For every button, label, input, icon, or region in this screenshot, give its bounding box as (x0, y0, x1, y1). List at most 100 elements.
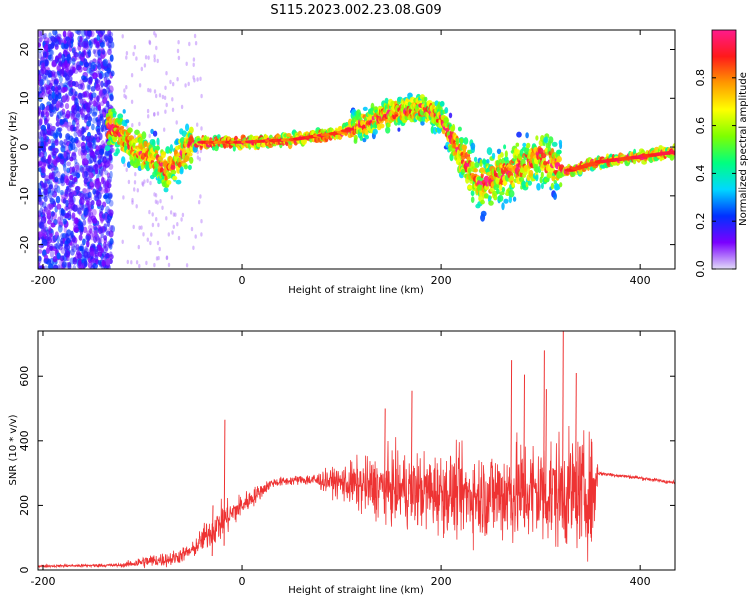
spectrogram-cell (99, 148, 104, 156)
spectrogram-cell (473, 168, 478, 173)
spectrogram-cell (156, 111, 160, 116)
spectrogram-cell (83, 250, 89, 259)
spectrogram-cell (123, 88, 126, 93)
snr-peak (510, 360, 513, 519)
spectrogram-cell (56, 235, 60, 243)
spectrogram-cell (457, 126, 462, 132)
spectrogram-cell (121, 239, 124, 244)
spectrogram-cell (107, 48, 112, 56)
snr-peak (543, 350, 545, 519)
spectrogram-cell (286, 133, 292, 137)
spectrogram-cell (503, 144, 507, 150)
spectrogram-cell (71, 57, 76, 66)
spectrogram-cell (52, 132, 58, 139)
snr-peak (223, 419, 226, 546)
spectrogram-cell (43, 133, 48, 141)
spectrogram-cell (47, 191, 53, 200)
snr-y-tick-label: 400 (18, 430, 31, 451)
spectrogram-cell (105, 87, 111, 94)
spectrogram-cell (96, 199, 102, 207)
spectrogram-y-tick-label: -10 (18, 187, 31, 205)
spectrogram-cell (69, 124, 74, 132)
spectrogram-cell (198, 157, 201, 162)
spectrogram-cell (41, 62, 46, 69)
spectrogram-cell (38, 85, 44, 93)
spectrogram-cell (59, 159, 65, 165)
spectrogram-cell (46, 79, 51, 86)
spectrogram-cell (49, 243, 54, 250)
spectrogram-cell (77, 148, 82, 157)
spectrogram-cell (71, 190, 77, 196)
spectrogram-cell (108, 153, 113, 162)
spectrogram-cell (55, 195, 61, 204)
spectrogram-cell (161, 94, 165, 100)
spectrogram-cell (51, 71, 56, 78)
spectrogram-cell (57, 57, 61, 63)
spectrogram-cell (56, 65, 61, 72)
spectrogram-cell (44, 209, 50, 215)
spectrogram-cell (459, 138, 464, 144)
spectrogram-cell (498, 184, 503, 191)
spectrogram-cell (43, 195, 48, 202)
spectrogram-cell (95, 235, 101, 244)
spectrogram-cell (140, 225, 143, 230)
spectrogram-cell (49, 250, 55, 258)
spectrogram-cell (103, 187, 109, 194)
spectrogram-cell (89, 181, 94, 187)
spectrogram-cell (164, 109, 167, 114)
spectrogram-cell (70, 248, 75, 256)
spectrogram-cell (122, 195, 125, 200)
spectrogram-cell (140, 66, 143, 72)
spectrogram-cell (41, 229, 47, 237)
spectrogram-cell (99, 154, 105, 163)
spectrogram-cell (550, 182, 555, 190)
spectrogram-cell (72, 107, 78, 115)
spectrogram-x-ticks: -200 0 200 400 (30, 30, 651, 287)
spectrogram-cell (49, 48, 53, 56)
spectrogram-cell (100, 47, 105, 55)
spectrogram-cell (53, 80, 59, 87)
spectrogram-cell (79, 93, 86, 99)
spectrogram-cell (474, 161, 480, 168)
spectrogram-cell (52, 264, 59, 269)
spectrogram-cell (95, 145, 100, 152)
spectrogram-cell (64, 232, 69, 241)
spectrogram-cell (108, 209, 114, 217)
spectrogram-cell (486, 147, 493, 156)
spectrogram-cell (88, 99, 93, 105)
spectrogram-cell (548, 136, 554, 144)
spectrogram-cell (488, 200, 494, 206)
spectrogram-cell (39, 78, 45, 86)
spectrogram-cell (511, 182, 515, 188)
spectrogram-cell (83, 209, 88, 217)
spectrogram-cell (175, 138, 180, 145)
spectrogram-cell (106, 79, 111, 85)
spectrogram-cell (100, 80, 104, 88)
spectrogram-cell (105, 258, 111, 266)
spectrogram-cell (344, 127, 355, 131)
spectrogram-cell (109, 95, 114, 102)
spectrogram-cell (177, 235, 181, 241)
spectrogram-cell (384, 97, 389, 104)
spectrogram-cell (101, 213, 106, 219)
spectrogram-cell (71, 47, 76, 54)
spectrogram-cell (70, 112, 75, 119)
spectrogram-cell (40, 216, 47, 224)
spectrogram-cell (71, 245, 77, 253)
spectrogram-cell (71, 152, 77, 161)
spectrogram-cell (157, 179, 162, 185)
spectrogram-cell (451, 123, 456, 132)
spectrogram-cell (152, 130, 158, 137)
spectrogram-cell (73, 68, 79, 75)
spectrogram-cell (66, 121, 72, 127)
spectrogram-cell (536, 183, 541, 191)
colorbar-tick-label: 0.0 (694, 260, 707, 278)
spectrogram-cell (40, 110, 45, 117)
spectrogram-cell (87, 84, 91, 90)
spectrogram-cell (75, 250, 81, 256)
spectrogram-cell (101, 259, 106, 267)
spectrogram-cell (63, 175, 69, 184)
spectrogram-cell (169, 210, 173, 215)
spectrogram-cell (60, 175, 65, 184)
